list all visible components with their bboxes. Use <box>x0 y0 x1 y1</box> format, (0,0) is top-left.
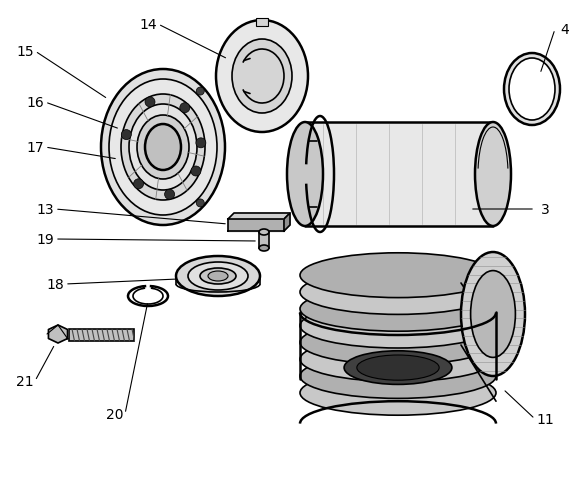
Ellipse shape <box>344 351 452 385</box>
Text: 4: 4 <box>560 23 569 37</box>
Polygon shape <box>228 220 284 231</box>
Ellipse shape <box>188 263 248 290</box>
Ellipse shape <box>470 271 516 358</box>
Bar <box>256 19 268 27</box>
Text: 3: 3 <box>540 203 549 217</box>
Text: 21: 21 <box>16 374 34 388</box>
Ellipse shape <box>232 40 292 114</box>
Ellipse shape <box>287 123 323 226</box>
Ellipse shape <box>129 105 197 191</box>
Ellipse shape <box>300 337 496 382</box>
Ellipse shape <box>176 257 260 296</box>
Bar <box>259 232 269 248</box>
Text: 15: 15 <box>16 45 34 59</box>
Polygon shape <box>284 214 290 231</box>
Ellipse shape <box>300 253 496 298</box>
Circle shape <box>145 98 155 108</box>
Ellipse shape <box>137 116 189 180</box>
Ellipse shape <box>109 80 217 216</box>
Circle shape <box>133 180 143 189</box>
Text: 19: 19 <box>36 232 54 246</box>
Ellipse shape <box>300 270 496 315</box>
Ellipse shape <box>208 271 228 282</box>
Bar <box>69 329 134 341</box>
Ellipse shape <box>300 320 496 365</box>
Circle shape <box>191 167 201 177</box>
Ellipse shape <box>145 125 181 171</box>
Polygon shape <box>228 214 290 220</box>
Ellipse shape <box>200 268 236 285</box>
Ellipse shape <box>504 54 560 126</box>
Ellipse shape <box>475 123 511 226</box>
Ellipse shape <box>300 287 496 331</box>
Text: 13: 13 <box>36 203 54 217</box>
Ellipse shape <box>121 95 205 201</box>
Text: 16: 16 <box>26 96 44 110</box>
Ellipse shape <box>101 70 225 225</box>
Text: 20: 20 <box>106 407 123 421</box>
Circle shape <box>121 130 131 140</box>
Ellipse shape <box>300 304 496 348</box>
Ellipse shape <box>259 245 269 251</box>
Polygon shape <box>48 325 68 343</box>
Ellipse shape <box>300 354 496 399</box>
Text: 17: 17 <box>26 141 44 155</box>
Ellipse shape <box>300 371 496 415</box>
Ellipse shape <box>357 355 439 381</box>
Bar <box>305 123 493 226</box>
Text: 11: 11 <box>536 412 554 426</box>
Text: 14: 14 <box>139 18 157 32</box>
Circle shape <box>196 139 206 148</box>
Circle shape <box>180 103 190 113</box>
Ellipse shape <box>509 59 555 121</box>
Ellipse shape <box>216 21 308 133</box>
Ellipse shape <box>259 229 269 236</box>
Circle shape <box>196 200 204 207</box>
Circle shape <box>165 190 175 200</box>
Ellipse shape <box>461 252 525 376</box>
Circle shape <box>196 88 204 96</box>
Text: 18: 18 <box>46 278 64 291</box>
